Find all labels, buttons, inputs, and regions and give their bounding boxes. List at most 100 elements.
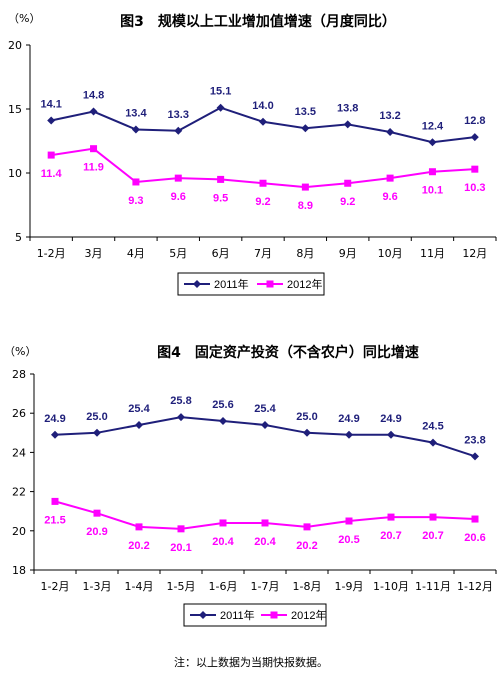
legend-marker-square: [266, 280, 274, 288]
data-point-diamond: [93, 428, 101, 437]
data-point-square: [259, 179, 267, 187]
data-point-diamond: [261, 420, 269, 429]
data-label: 13.2: [379, 110, 400, 122]
data-point-diamond: [345, 430, 353, 439]
data-label: 25.4: [128, 403, 150, 415]
data-label: 12.4: [422, 120, 444, 132]
data-label: 9.5: [213, 192, 228, 204]
data-label: 13.5: [295, 106, 316, 118]
data-label: 24.9: [338, 413, 359, 425]
data-point-diamond: [386, 128, 395, 137]
data-point-square: [217, 175, 225, 183]
data-label: 9.2: [340, 196, 355, 208]
x-tick-label: 5月: [169, 247, 187, 260]
chart-fixed-asset-investment: 图4 固定资产投资（不含农户）同比增速 （%） 18 20 22 24 26 28 1-2月 1-…: [4, 344, 497, 627]
data-label: 25.6: [212, 399, 233, 411]
data-label: 24.9: [44, 413, 65, 425]
legend-label: 2011年: [214, 277, 249, 291]
data-point-square: [429, 513, 437, 521]
y-tick-label: 20: [12, 525, 26, 538]
data-point-diamond: [89, 107, 98, 116]
chart-industrial-growth: 图3 规模以上工业增加值增速（月度同比） （%） 5 10 15 20 1-2月 3月 4月 5月…: [8, 12, 497, 296]
data-label: 10.1: [422, 185, 443, 197]
data-point-square: [135, 523, 143, 531]
data-point-square: [471, 165, 479, 173]
data-point-square: [174, 174, 182, 182]
data-point-diamond: [303, 428, 311, 437]
chart-title: 图4 固定资产投资（不含农户）同比增速: [157, 344, 419, 361]
x-tick-label: 6月: [212, 247, 230, 260]
data-point-square: [261, 519, 269, 527]
x-tick-label: 1-2月: [37, 247, 66, 260]
data-label: 25.4: [254, 403, 276, 415]
x-tick-label: 7月: [254, 247, 272, 260]
y-tick-label: 15: [8, 103, 22, 116]
data-label: 20.5: [338, 534, 359, 546]
data-point-square: [428, 168, 436, 176]
x-tick-label: 11月: [420, 247, 445, 260]
legend-box: [183, 603, 327, 627]
data-point-diamond: [301, 124, 310, 133]
data-point-square: [344, 179, 352, 187]
y-tick-label: 22: [12, 486, 26, 499]
data-point-diamond: [471, 452, 479, 461]
data-label: 13.8: [337, 102, 358, 114]
x-tick-label: 1-8月: [293, 580, 322, 593]
data-label: 20.7: [422, 530, 443, 542]
legend-marker-diamond: [199, 611, 207, 619]
data-point-diamond: [51, 430, 59, 439]
data-point-diamond: [428, 138, 437, 147]
x-tick-label: 1-5月: [167, 580, 196, 593]
data-point-square: [386, 174, 394, 182]
x-tick-label: 3月: [85, 247, 103, 260]
y-tick-label: 20: [8, 39, 22, 52]
y-tick-label: 10: [8, 167, 22, 180]
data-label: 14.0: [252, 100, 273, 112]
data-label: 11.9: [83, 162, 104, 174]
data-point-diamond: [429, 438, 437, 447]
x-tick-label: 1-2月: [41, 580, 70, 593]
data-point-square: [219, 519, 227, 527]
data-label: 8.9: [298, 200, 313, 212]
x-tick-label: 1-6月: [209, 580, 238, 593]
data-label: 20.4: [254, 536, 276, 548]
footnote: 注：以上数据为当期快报数据。: [174, 655, 328, 669]
data-point-diamond: [343, 120, 352, 129]
data-point-diamond: [47, 116, 56, 125]
data-label: 24.5: [422, 421, 443, 433]
data-label: 20.4: [212, 536, 234, 548]
data-label: 10.3: [464, 182, 485, 194]
data-label: 14.1: [40, 99, 61, 111]
data-point-diamond: [131, 125, 140, 134]
data-label: 20.6: [464, 532, 485, 544]
legend-label: 2011年: [220, 608, 255, 622]
x-tick-label: 1-11月: [415, 580, 451, 593]
data-label: 24.9: [380, 413, 401, 425]
x-tick-label: 8月: [296, 247, 314, 260]
y-tick-label: 5: [15, 231, 22, 244]
data-label: 25.0: [296, 411, 317, 423]
data-point-diamond: [177, 413, 185, 422]
data-point-square: [177, 525, 185, 533]
data-point-square: [387, 513, 395, 521]
data-point-diamond: [470, 133, 479, 142]
x-tick-label: 1-3月: [83, 580, 112, 593]
x-tick-label: 1-9月: [335, 580, 364, 593]
legend-marker-diamond: [193, 280, 201, 288]
data-point-diamond: [135, 420, 143, 429]
data-label: 20.2: [128, 540, 149, 552]
x-tick-label: 1-4月: [125, 580, 154, 593]
data-point-square: [132, 178, 140, 186]
data-label: 20.9: [86, 526, 107, 538]
data-label: 25.8: [170, 395, 191, 407]
x-tick-label: 10月: [378, 247, 403, 260]
data-label: 13.3: [168, 109, 189, 121]
data-label: 23.8: [464, 434, 485, 446]
legend-marker-square: [270, 611, 278, 619]
data-label: 20.1: [170, 542, 191, 554]
data-point-square: [471, 515, 479, 523]
y-unit-label: （%）: [8, 12, 40, 25]
data-label: 9.3: [128, 195, 143, 207]
data-label: 9.6: [382, 191, 397, 203]
